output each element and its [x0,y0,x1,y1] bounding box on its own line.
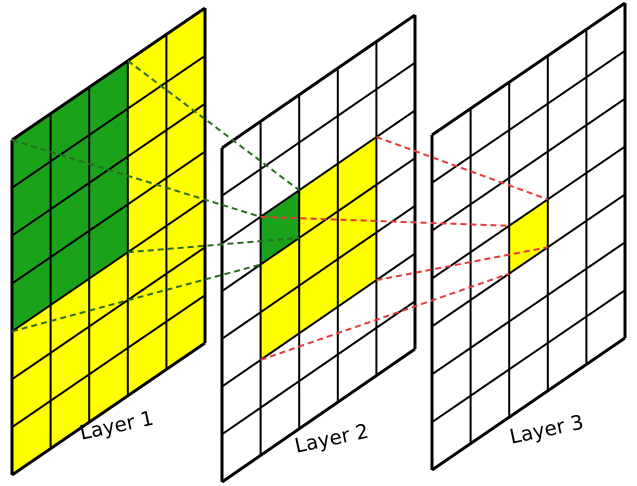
grid-line [431,1,626,137]
link [11,263,261,333]
grid-line [221,252,416,388]
links [11,60,549,361]
cell-fill [509,199,548,274]
grid-line [11,6,206,142]
link [376,136,549,201]
grid-line [431,97,626,232]
layer-label: Layer 3 [507,410,585,449]
grid-line [431,193,626,328]
grid-line [431,50,626,184]
grid-line [221,61,416,197]
link [11,139,261,218]
cells [12,8,548,475]
grid-line [11,246,206,381]
grid-line [221,347,416,484]
grid-line [11,55,206,189]
link [127,236,300,254]
grid-line [431,241,626,376]
grid-line [221,205,416,340]
grid-line [221,109,416,245]
grid-line [221,13,416,150]
grid-line [11,150,206,285]
cell-fill [260,137,377,360]
grid-line [11,294,206,428]
link [260,272,510,361]
grid-line [11,198,206,333]
grid-line [431,336,626,472]
grid-line [431,289,626,423]
grid-line [11,341,206,477]
grid-line [431,145,626,280]
cell-fill [260,190,300,265]
grid-line [221,300,416,436]
link [260,215,510,227]
link [376,246,548,282]
link [127,60,300,192]
grid-line [221,157,416,292]
